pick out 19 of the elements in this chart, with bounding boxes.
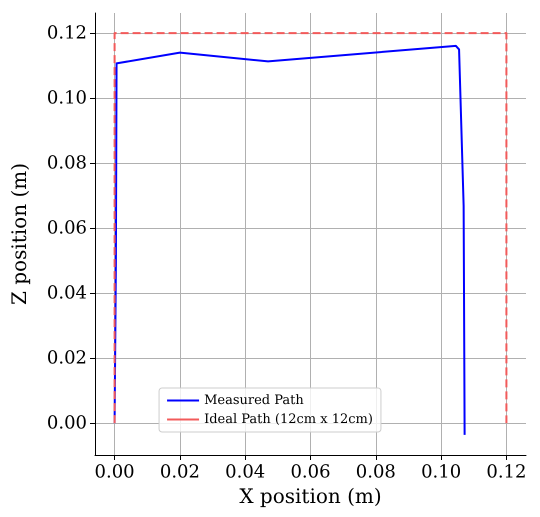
x-tick-label: 0.08 [356,462,396,482]
x-tick-label: 0.04 [225,462,266,482]
y-tick-label: 0.00 [46,412,87,434]
x-axis-title: X position (m) [239,484,382,508]
y-tick-label: 0.06 [46,218,87,239]
x-tick-label: 0.12 [486,462,526,482]
y-tick-label: 0.02 [46,348,87,369]
y-axis-title: Z position (m) [7,162,31,306]
y-tick-label: 0.10 [46,88,87,109]
x-tick-label: 0.02 [160,462,200,482]
x-tick-label: 0.00 [94,462,135,482]
line-series [114,44,466,436]
x-tick-label: 0.10 [421,462,462,482]
legend-label: Ideal Path (12cm x 12cm) [204,412,373,427]
x-tick-label: 0.06 [290,462,331,482]
y-tick-label: 0.08 [46,152,87,174]
legend-label: Measured Path [204,393,304,408]
y-tick-label: 0.12 [46,22,87,44]
y-tick-label: 0.04 [46,282,87,304]
